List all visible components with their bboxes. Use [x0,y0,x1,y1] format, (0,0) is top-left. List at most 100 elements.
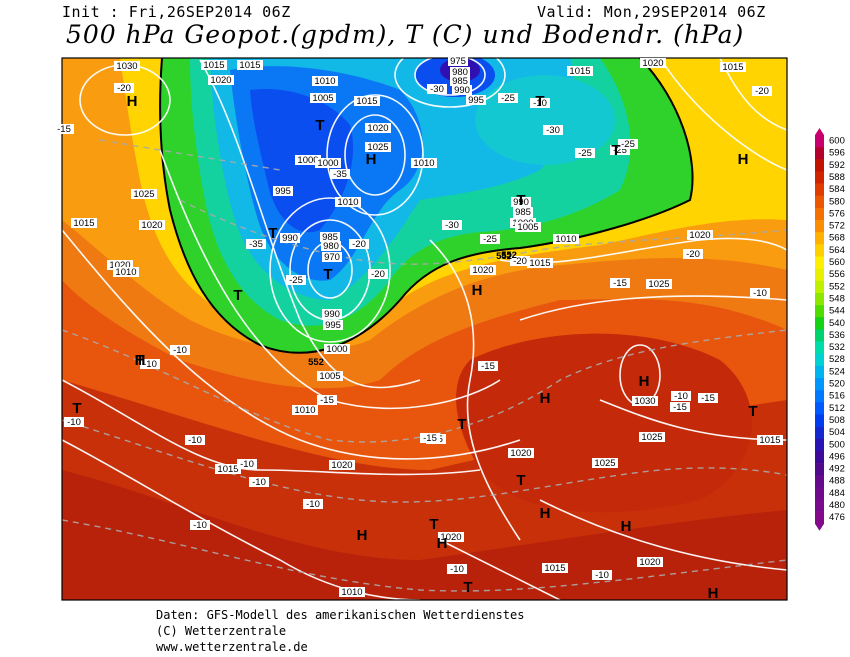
isobar-label-box [215,464,241,474]
legend-label: 584 [829,184,845,195]
isotherm-label-box [750,288,770,298]
isotherm-label: -15 [701,393,715,404]
legend-label: 552 [829,281,845,292]
isotherm-label-box [698,393,718,403]
isobar-label: 1015 [203,60,224,71]
legend-label: 520 [829,379,845,390]
isotherm-label-box [349,239,369,249]
low-pressure-marker: T [233,287,242,304]
isotherm-label: -20 [371,269,385,280]
credits-line-2: (C) Wetterzentrale [156,624,287,638]
isobar-label: 1020 [472,265,493,276]
isotherm-label-box [249,477,269,487]
legend-arrow-top [815,128,824,135]
low-pressure-marker: T [457,416,466,433]
credits-line-1: Daten: GFS-Modell des amerikanischen Wet… [156,608,525,622]
valid-time: Valid: Mon,29SEP2014 06Z [537,3,766,21]
isotherm-label: -15 [673,402,687,413]
isotherm-label: -20 [513,256,527,267]
isobar-label-box [508,448,534,458]
isotherm-label: -10 [143,359,157,370]
legend-swatch [815,499,824,512]
isobar-label-box [139,220,165,230]
isotherm-label: -25 [613,145,627,156]
isobar-label: 975 [450,56,466,67]
isobar-label-box [320,232,340,242]
low-pressure-marker: T [135,352,144,369]
legend-swatch [815,195,824,209]
isobar-label-box [639,432,665,442]
isobar-label-box [71,218,97,228]
legend-swatch [815,438,824,452]
isobar-label-box [354,96,380,106]
isotherm-label: -10 [240,459,254,470]
legend-swatch [815,292,824,306]
low-pressure-marker: T [315,117,324,134]
legend-label: 512 [829,403,845,414]
isotherm-label-box [447,564,467,574]
legend-swatch [815,511,824,525]
isobar-label-box [208,75,234,85]
legend-swatch [815,280,824,294]
isotherm-label: -10 [595,570,609,581]
isobar-label-box [553,234,579,244]
isotherm-label-box [54,124,74,134]
isobar-label-box [310,93,336,103]
isotherm-label-box [530,98,550,108]
legend-swatch [815,341,824,354]
isobar-label: 990 [513,197,529,208]
legend-swatch [815,268,824,282]
isotherm-label: -20 [755,86,769,97]
isotherm-label-box [478,361,498,371]
isobar-label: 1015 [217,464,238,475]
isobar-label-box [513,207,533,217]
isobar-label-box [515,222,541,232]
isotherm-label: -20 [117,83,131,94]
isotherm-label: -20 [352,239,366,250]
isotherm-label: -25 [483,234,497,245]
isotherm-label: -35 [249,239,263,250]
isobar-label-box [280,233,300,243]
isobar-label-box [720,62,746,72]
isobar-label: 985 [515,207,531,218]
high-pressure-marker: H [437,535,448,552]
legend-swatch [815,426,824,440]
legend-label: 500 [829,439,845,450]
isobar-label: 1010 [413,158,434,169]
isobar-label: 990 [324,309,340,320]
credits: Daten: GFS-Modell des amerikanischen Wet… [156,607,524,655]
isotherm-label: -10 [173,345,187,356]
isobar-label: 1010 [341,587,362,598]
isobar-label-box [107,260,133,270]
isobar-label-box [411,158,437,168]
isobar-label: 1020 [141,220,162,231]
legend-swatch [815,183,824,197]
isobar-label: 1020 [440,532,461,543]
isobar-label: 1015 [544,563,565,574]
high-pressure-marker: H [127,93,138,110]
legend-label: 492 [829,464,845,475]
legend-label: 600 [829,136,845,147]
legend-label: 548 [829,293,845,304]
isotherm-label-box [683,249,703,259]
isobar-label: 1025 [133,189,154,200]
isobar-label: 990 [454,85,470,96]
legend-label: 596 [829,148,845,159]
isotherm-label: -15 [613,278,627,289]
low-pressure-marker: T [72,400,81,417]
legend-swatch [815,487,824,500]
isobar-label: 995 [325,320,341,331]
isobar-label: 1020 [109,260,130,271]
isobar-label-box [329,460,355,470]
isotherm-label-box [618,139,638,149]
isobar-label-box [315,158,341,168]
isobar-label: 1020 [639,557,660,568]
isotherm-label: -25 [289,275,303,286]
isobar-label: 1020 [510,448,531,459]
isobar-label: 1015 [356,96,377,107]
isobar-label-box [317,371,343,381]
isotherm-label: -10 [67,417,81,428]
isobar-label: 1005 [319,371,340,382]
isobar-label-box [646,279,672,289]
low-pressure-marker: T [463,579,472,596]
